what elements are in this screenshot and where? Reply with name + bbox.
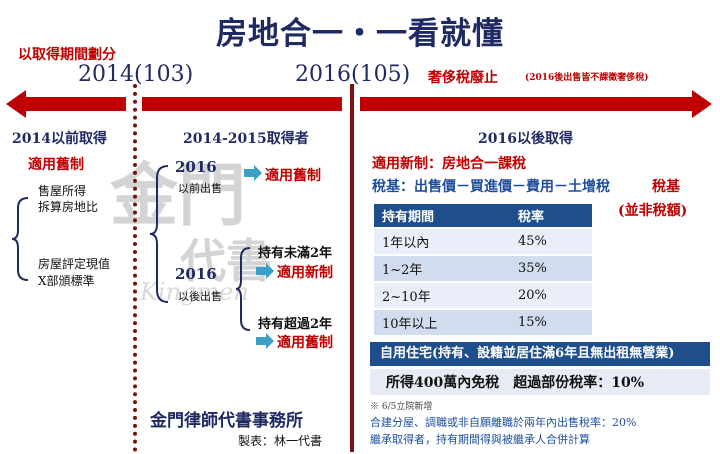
col3-not-amount: (並非稅額) [618,203,688,219]
self-use-title-bar: 自用住宅(持有、設籍並居住滿6年且無出租無營業) [370,342,710,366]
extra-line-2: 繼承取得者，持有期間得與被繼承人合併計算 [370,433,590,446]
divider-dotted [133,84,137,452]
middle-bar [142,97,342,111]
col2-brace-sub [235,247,251,331]
period-subtitle: 以取得期間劃分 [18,47,116,63]
col2-branch1-year: 2016 [175,158,217,176]
extra-line-1: 合建分屋、調職或非自願離職於兩年內出售稅率：20% [370,416,637,429]
table-header-period: 持有期間 [374,204,510,228]
col1-item1-line1: 售屋所得 [38,184,87,198]
self-use-detail-box: 所得400萬內免稅 超過部份稅率：10% [370,369,710,395]
table-cell: 1年以內 [374,227,510,255]
arrow-right-icon [256,263,274,279]
table-cell: 10年以上 [374,308,510,335]
self-use-detail: 所得400萬內免稅 超過部份稅率：10% [386,375,645,391]
self-use-title: 自用住宅(持有、設籍並居住滿6年且無出租無營業) [380,346,675,361]
year-2016-label: 2016(105) [295,62,411,87]
col2-title: 2014-2015取得者 [183,131,309,147]
col3-basis-prefix: 稅基：出售價－買進價－費用－土增稅 [372,179,610,195]
col2-long-rule: 適用舊制 [277,335,333,351]
right-arrow [360,90,712,118]
page-title: 房地合一・一看就懂 [216,16,504,52]
arrow-right-icon [244,165,262,181]
col2-long-hold: 持有超過2年 [258,317,333,332]
table-cell: 35% [510,254,592,282]
col3-rule-line: 適用新制：房地合一課稅 [372,156,526,172]
col2-short-hold: 持有未滿2年 [258,246,333,261]
col3-title: 2016以後取得 [478,131,573,147]
table-row: 2~10年 20% [374,281,592,309]
firm-name: 金門律師代書事務所 [150,411,303,431]
divider-solid [350,84,354,452]
col2-brace-main [149,165,169,303]
luxury-tax-label: 奢侈稅廢止 [428,70,498,86]
watermark-logo: 金門 [110,156,247,236]
col1-rule: 適用舊制 [28,157,84,173]
col2-branch2-year: 2016 [175,265,217,283]
col2-branch1-rule: 適用舊制 [265,168,321,184]
author-credit: 製表：林一代書 [238,434,323,448]
col2-branch1-sub: 以前出售 [178,182,222,195]
col1-brace [11,197,29,281]
table-row: 10年以上 15% [374,308,592,335]
luxury-tax-note: (2016後出售皆不課徵奢侈稅) [525,73,649,83]
table-cell: 45% [510,227,592,255]
arrow-right-icon [256,333,274,349]
col2-branch2-sub: 以後出售 [178,290,222,303]
table-row: 1年以內 45% [374,227,592,255]
col1-item2-line2: X部頒標準 [38,274,95,288]
col1-title: 2014以前取得 [12,131,107,147]
col1-item1-line2: 拆算房地比 [38,200,99,214]
col1-item2-line1: 房屋評定現值 [38,257,111,271]
table-cell: 1~2年 [374,254,510,282]
watermark-script: Kingmen [140,278,249,306]
watermark-logo-sub: 代書 [180,234,272,288]
col2-short-rule: 適用新制 [277,265,333,281]
table-row: 1~2年 35% [374,254,592,282]
table-cell: 20% [510,281,592,309]
year-2014-label: 2014(103) [78,62,194,87]
table-header-rate: 稅率 [510,204,592,228]
table-cell: 15% [510,308,592,335]
tax-rate-table: 持有期間 稅率 1年以內 45% 1~2年 35% 2~10年 20% 10年以… [374,204,592,335]
table-cell: 2~10年 [374,281,510,309]
timeline-arrows [6,90,712,118]
footnote: ※ 6/5立院新增 [370,402,433,412]
col3-basis-suffix: 稅基 [652,179,680,195]
left-arrow [6,90,126,118]
